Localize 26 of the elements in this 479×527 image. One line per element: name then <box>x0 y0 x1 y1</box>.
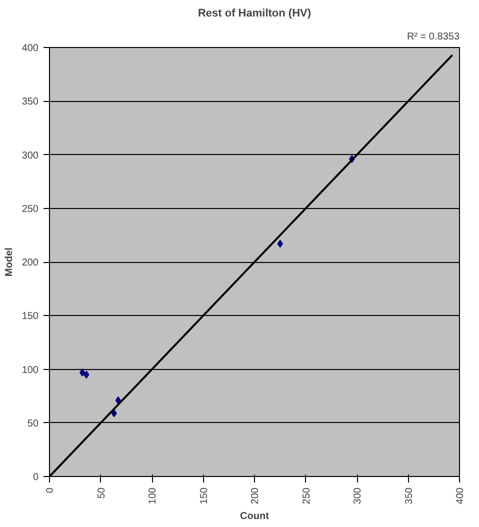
chart-title: Rest of Hamilton (HV) <box>198 8 312 20</box>
x-tick-label: 250 <box>301 487 312 504</box>
y-tick-label: 150 <box>22 311 39 322</box>
point <box>111 409 117 418</box>
x-tick-label: 100 <box>148 487 158 504</box>
y-tick-label: 100 <box>22 364 39 376</box>
y-tick-label: 200 <box>22 258 39 268</box>
text: R² = 0.8353 <box>406 32 460 42</box>
y-tick-label: 0 <box>32 472 39 483</box>
y-tick-label: 400 <box>22 43 39 54</box>
point <box>79 368 86 376</box>
x-axis-title: Count <box>240 511 270 522</box>
x-tick-label: 0 <box>45 487 56 494</box>
y-axis-title: Model <box>4 247 15 276</box>
x-tick-label: 400 <box>455 487 466 504</box>
x-tick-label: 350 <box>404 487 415 504</box>
x-tick-label: 50 <box>96 487 108 499</box>
y-tick-label: 250 <box>22 204 39 215</box>
x-tick-label: 200 <box>250 487 261 504</box>
y-tick-label: 350 <box>22 96 39 108</box>
point <box>84 370 90 379</box>
y-tick-label: 300 <box>22 150 39 162</box>
x-tick-label: 150 <box>198 487 210 504</box>
point <box>277 240 283 248</box>
y-tick-label: 50 <box>27 418 39 430</box>
x-tick-label: 300 <box>352 487 364 504</box>
